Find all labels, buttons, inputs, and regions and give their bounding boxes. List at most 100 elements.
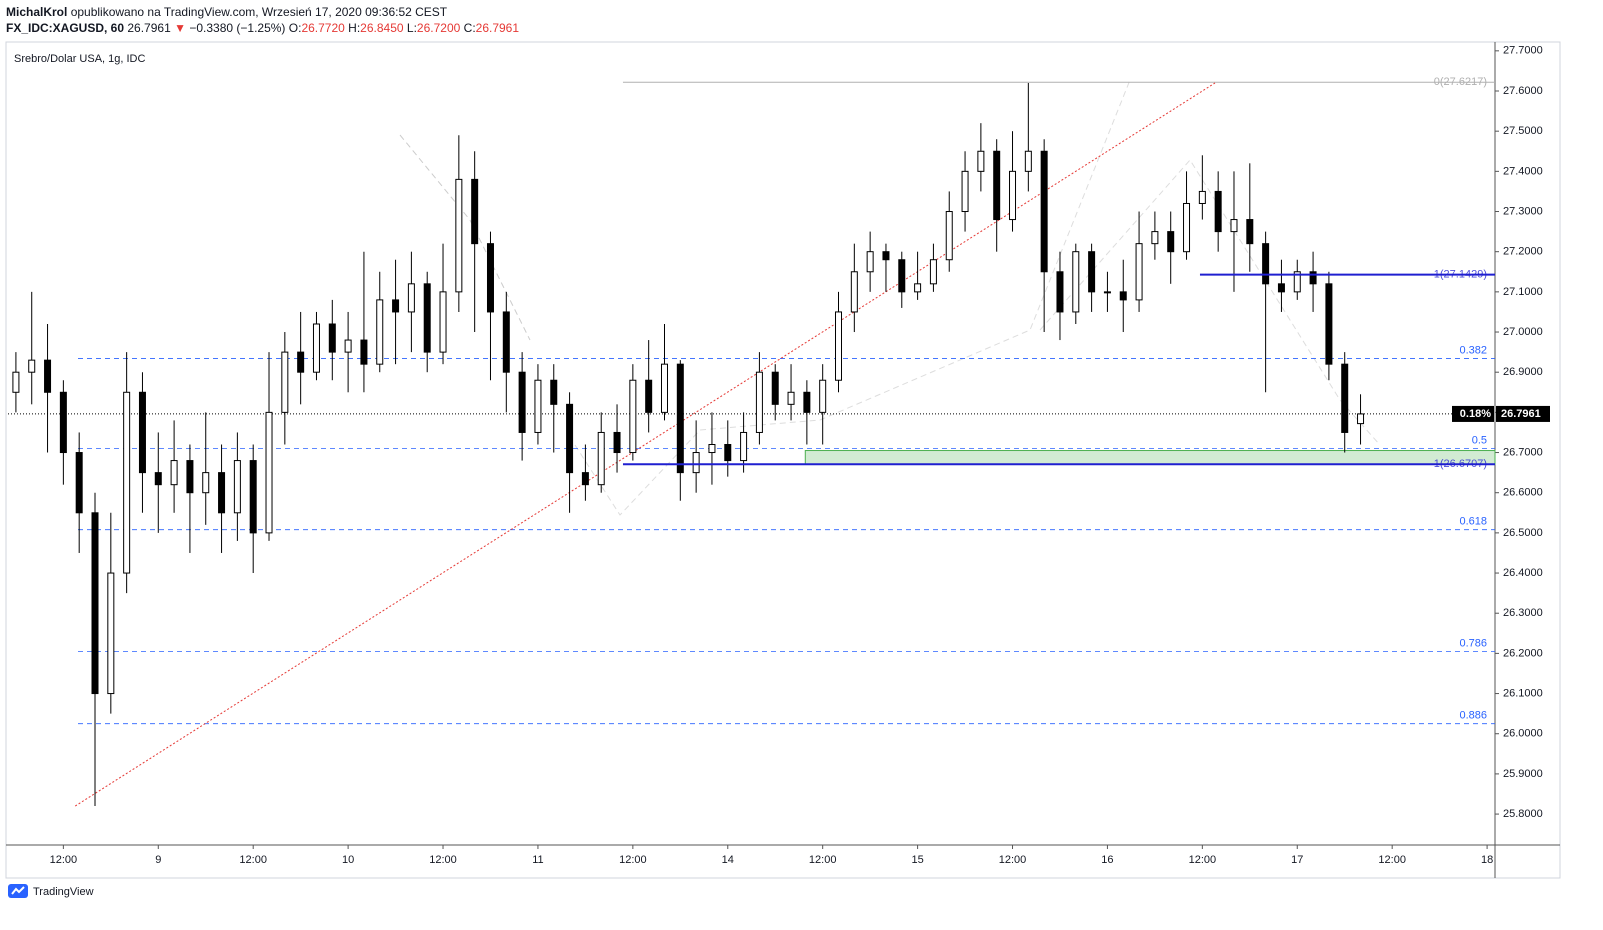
symbol: FX_IDC:XAGUSD, 60 (6, 21, 125, 35)
candle-body (1214, 190, 1222, 233)
candle-body (534, 379, 542, 433)
candle-body (581, 472, 589, 486)
candle-body (518, 371, 526, 433)
change: −0.3380 (−1.25%) (189, 21, 286, 35)
candle-body (1167, 231, 1175, 253)
price-label: 26.7961 (1501, 408, 1541, 420)
author[interactable]: MichalKrol (6, 5, 68, 19)
candle-body (660, 363, 668, 413)
frame (5, 41, 1561, 879)
candle-body (218, 472, 226, 514)
logo (8, 884, 28, 898)
candle-body (850, 271, 858, 313)
candle-body (154, 472, 162, 486)
candle-body (740, 431, 748, 462)
candle-body (929, 259, 937, 285)
candle-body (392, 299, 400, 313)
candle-body (439, 291, 447, 353)
candle-body (597, 431, 605, 486)
level-label: 1(27.1429) (1434, 269, 1487, 281)
y-tick-label: 27.5000 (1503, 125, 1543, 137)
candle-body (914, 283, 922, 293)
change-badge (1452, 405, 1494, 422)
candle-body (961, 170, 969, 213)
candle-body (724, 444, 732, 462)
x-tick-label: 17 (1291, 854, 1303, 866)
candle-body (186, 460, 194, 494)
chart-title: Srebro/Dolar USA, 1g, IDC (14, 53, 145, 65)
candle-body (835, 311, 843, 381)
x-tick-label: 10 (342, 854, 354, 866)
candle-body (629, 379, 637, 454)
candle-body (1277, 283, 1285, 293)
candle-body (75, 452, 83, 514)
fib-label: 0.618 (1459, 516, 1487, 528)
ohlc-0: 26.7720 (301, 21, 345, 35)
candle-body (1088, 251, 1096, 293)
x-tick-label: 12:00 (809, 854, 837, 866)
y-tick-label: 27.2000 (1503, 246, 1543, 258)
candle-body (1009, 170, 1017, 221)
x-tick-label: 12:00 (1378, 854, 1406, 866)
candle-body (328, 323, 336, 353)
candle-body (59, 391, 67, 454)
fib-label: 0.5 (1472, 434, 1487, 446)
candle-body (502, 311, 510, 373)
candle-body (1103, 291, 1111, 294)
x-tick-label: 12:00 (999, 854, 1027, 866)
candle-body (1246, 219, 1254, 245)
symbol-line: FX_IDC:XAGUSD, 60 26.7961 ▼ −0.3380 (−1.… (6, 20, 519, 36)
candle-body (312, 323, 320, 373)
candle-body (1024, 150, 1032, 172)
ohlc-0-key: O: (288, 21, 302, 35)
zigzag (399, 134, 531, 341)
ohlc-2-key: L: (406, 21, 417, 35)
ohlc-1: 26.8450 (360, 21, 404, 35)
candle-body (1309, 271, 1317, 285)
candle-body (138, 391, 146, 474)
candle-body (471, 178, 479, 245)
x-tick-label: 12:00 (1189, 854, 1217, 866)
x-tick-label: 18 (1481, 854, 1493, 866)
candle-body (1198, 190, 1206, 204)
candle-body (676, 363, 684, 474)
candle-body (12, 371, 20, 393)
last: 26.7961 (127, 21, 171, 35)
x-tick-label: 16 (1101, 854, 1113, 866)
y-tick-label: 26.6000 (1503, 487, 1543, 499)
level-label: 1(26.6707) (1434, 458, 1487, 470)
ohlc-3: 26.7961 (475, 21, 520, 35)
candle-body (755, 371, 763, 433)
candle-body (1357, 413, 1365, 425)
candle-body (344, 339, 352, 353)
candle-body (993, 150, 1001, 221)
candle-body (1230, 219, 1238, 233)
candle-body (44, 359, 52, 393)
arrow: ▼ (174, 21, 186, 35)
zigzag (1039, 159, 1381, 446)
candle-body (123, 391, 131, 574)
candle-body (692, 452, 700, 474)
candle-body (486, 243, 494, 313)
candle-body (1119, 291, 1127, 301)
x-tick-label: 12:00 (50, 854, 78, 866)
x-tick-label: 9 (155, 854, 161, 866)
header: MichalKrol opublikowano na TradingView.c… (6, 4, 519, 36)
candle-body (1056, 271, 1064, 313)
candle-body (249, 460, 257, 534)
candle-body (1151, 231, 1159, 245)
x-tick-label: 12:00 (429, 854, 457, 866)
fib-label: 0.786 (1459, 637, 1487, 649)
x-tick-label: 15 (911, 854, 923, 866)
x-tick-label: 12:00 (239, 854, 267, 866)
candle-body (1040, 150, 1048, 273)
candle-body (1135, 243, 1143, 301)
price-badge (1496, 405, 1550, 422)
candle-body (1325, 283, 1333, 365)
publish-line: MichalKrol opublikowano na TradingView.c… (6, 4, 519, 20)
candle-body (281, 351, 289, 413)
x-tick-label: 12:00 (619, 854, 647, 866)
candle-body (550, 379, 558, 405)
ohlc-3-key: C: (463, 21, 476, 35)
